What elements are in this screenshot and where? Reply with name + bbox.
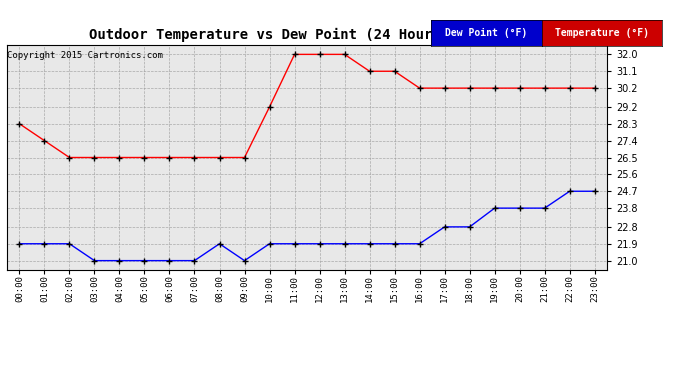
Text: Copyright 2015 Cartronics.com: Copyright 2015 Cartronics.com (7, 51, 163, 60)
Text: Temperature (°F): Temperature (°F) (555, 28, 649, 38)
Text: Dew Point (°F): Dew Point (°F) (445, 28, 528, 38)
Title: Outdoor Temperature vs Dew Point (24 Hours) 20150123: Outdoor Temperature vs Dew Point (24 Hou… (89, 28, 525, 42)
